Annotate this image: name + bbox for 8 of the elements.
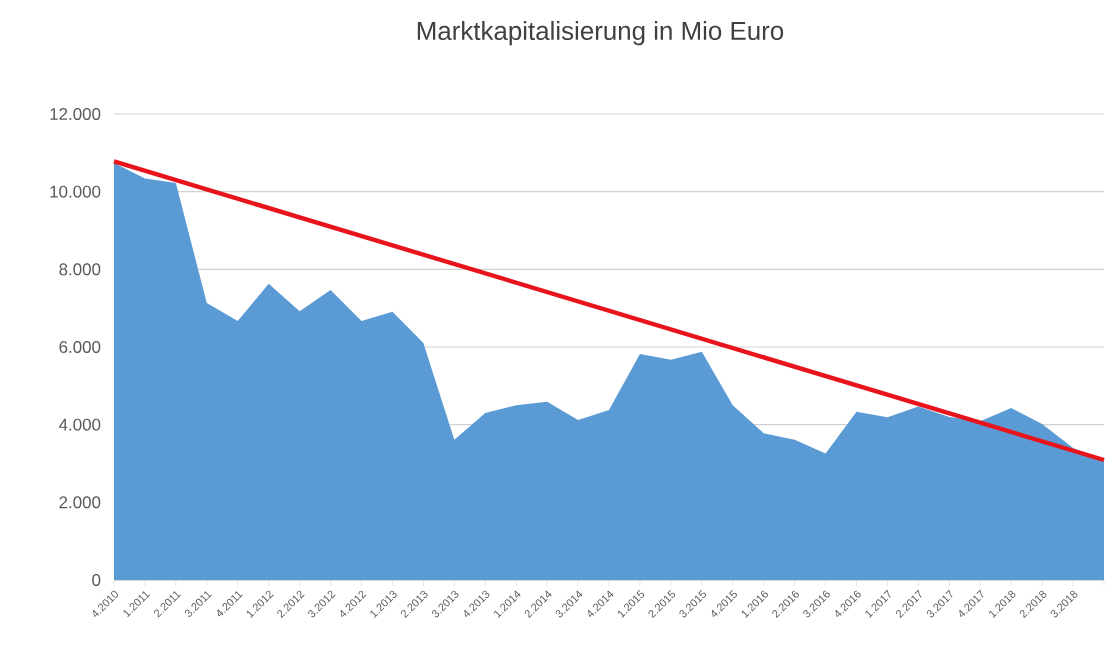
y-tick-label: 2.000 bbox=[59, 496, 101, 509]
y-tick-label: 8.000 bbox=[59, 263, 101, 276]
chart-title: Marktkapitalisierung in Mio Euro bbox=[417, 21, 784, 46]
y-tick-label: 12.000 bbox=[50, 108, 101, 120]
y-tick-label: 0 bbox=[92, 574, 101, 586]
y-tick-label: 4.000 bbox=[58, 418, 101, 431]
y-tick-label: 10.000 bbox=[50, 185, 101, 198]
y-tick-label: 6.000 bbox=[59, 341, 101, 353]
